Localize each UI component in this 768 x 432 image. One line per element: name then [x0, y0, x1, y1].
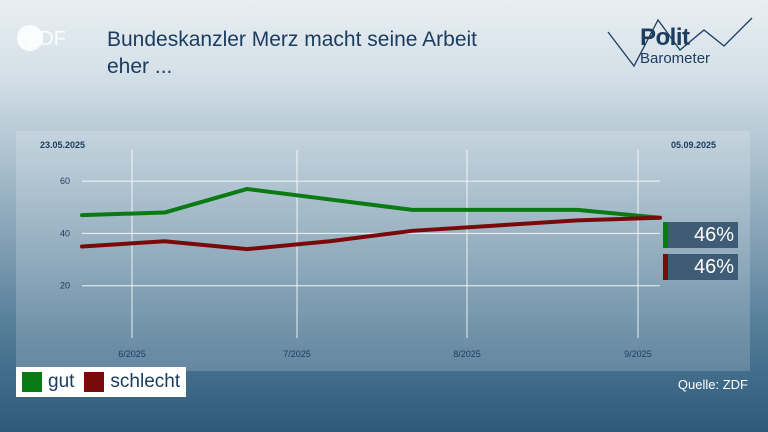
legend: gut schlecht [16, 367, 187, 397]
politbarometer-logo: Polit Barometer [606, 14, 756, 74]
data-point-schlecht [164, 240, 166, 242]
data-point-gut [576, 209, 578, 211]
y-tick-label: 40 [60, 228, 70, 238]
end-value-schlecht: 46% [663, 254, 738, 280]
y-tick-label: 60 [60, 176, 70, 186]
data-point-schlecht [329, 240, 331, 242]
data-point-schlecht [659, 217, 661, 219]
data-point-gut [329, 198, 331, 200]
legend-item-schlecht: schlecht [84, 371, 180, 393]
data-point-gut [411, 209, 413, 211]
legend-swatch-gut [22, 372, 42, 392]
source-label: Quelle: ZDF [677, 377, 748, 392]
zdf-logo-text: ZDF [27, 28, 66, 50]
polit-word: Polit [640, 24, 690, 51]
chart-title-line1: Bundeskanzler Merz macht seine Arbeit [107, 28, 478, 51]
legend-label-gut: gut [48, 371, 75, 392]
x-tick-label: 9/2025 [624, 349, 652, 359]
data-point-schlecht [411, 230, 413, 232]
chart-title: Bundeskanzler Merz macht seine Arbeit eh… [107, 26, 567, 80]
chart-title-line2: eher ... [107, 55, 173, 78]
data-point-schlecht [81, 246, 83, 247]
legend-swatch-schlecht [84, 372, 105, 392]
y-tick-label: 20 [60, 281, 70, 291]
data-point-gut [164, 212, 166, 214]
chart-panel [16, 131, 750, 371]
barometer-word: Barometer [640, 50, 711, 67]
zdf-logo: ZDF [17, 25, 66, 51]
politbarometer-zigzag-icon [607, 17, 753, 68]
legend-label-schlecht: schlecht [110, 371, 181, 392]
data-point-schlecht [494, 225, 496, 227]
data-point-schlecht [246, 248, 248, 250]
data-point-gut [494, 209, 496, 211]
x-tick-label: 6/2025 [118, 349, 146, 359]
end-value-schlecht-marker [663, 254, 668, 280]
end-value-gut-text: 46% [693, 224, 734, 246]
series-line-gut [80, 186, 662, 220]
end-date-label: 05.09.2025 [671, 140, 717, 150]
data-point-schlecht [576, 219, 578, 221]
data-point-gut [246, 188, 248, 190]
x-tick-label: 8/2025 [453, 349, 481, 359]
data-point-gut [81, 214, 83, 216]
end-value-gut: 46% [663, 222, 738, 248]
series-line-schlecht [80, 215, 662, 252]
end-value-gut-marker [663, 222, 668, 248]
end-value-schlecht-text: 46% [693, 256, 734, 278]
x-tick-label: 7/2025 [283, 349, 311, 359]
start-date-label: 23.05.2025 [40, 140, 86, 150]
legend-item-gut: gut [22, 371, 74, 393]
